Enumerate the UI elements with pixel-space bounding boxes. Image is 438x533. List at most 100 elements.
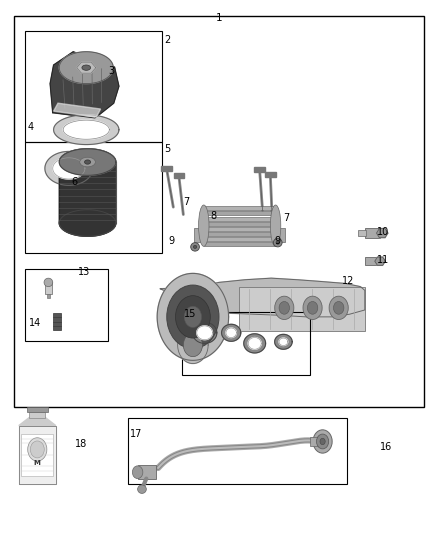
Polygon shape (204, 227, 276, 231)
Text: 10: 10 (377, 227, 389, 237)
Polygon shape (358, 230, 366, 236)
Polygon shape (204, 222, 276, 225)
Ellipse shape (198, 205, 209, 246)
Ellipse shape (191, 243, 199, 251)
Ellipse shape (317, 434, 328, 449)
Polygon shape (21, 433, 53, 476)
Ellipse shape (333, 302, 344, 314)
Polygon shape (138, 465, 156, 479)
Polygon shape (204, 212, 276, 215)
Polygon shape (59, 149, 116, 175)
Polygon shape (45, 151, 93, 185)
Text: 15: 15 (184, 309, 197, 319)
Ellipse shape (176, 296, 210, 338)
Polygon shape (47, 294, 50, 298)
Text: 4: 4 (28, 122, 34, 132)
Polygon shape (222, 324, 241, 341)
Text: 3: 3 (108, 67, 114, 76)
Polygon shape (19, 425, 56, 484)
Polygon shape (173, 173, 184, 177)
Ellipse shape (303, 296, 322, 319)
Ellipse shape (184, 333, 202, 357)
Text: 7: 7 (283, 213, 290, 223)
Ellipse shape (270, 205, 281, 246)
Polygon shape (53, 158, 85, 179)
Polygon shape (226, 328, 237, 337)
Polygon shape (192, 322, 217, 343)
Polygon shape (375, 257, 385, 265)
Text: 13: 13 (78, 267, 90, 277)
Ellipse shape (307, 302, 318, 314)
Polygon shape (178, 326, 208, 364)
Polygon shape (239, 287, 365, 331)
Text: 9: 9 (275, 236, 281, 246)
Polygon shape (53, 115, 119, 144)
Polygon shape (63, 120, 110, 139)
Ellipse shape (80, 157, 95, 167)
Text: 11: 11 (377, 255, 389, 265)
Ellipse shape (273, 238, 282, 247)
Polygon shape (59, 149, 116, 236)
Polygon shape (194, 228, 206, 242)
Polygon shape (197, 326, 212, 340)
Polygon shape (244, 334, 265, 353)
Polygon shape (160, 278, 365, 317)
Ellipse shape (193, 245, 197, 248)
Text: 5: 5 (165, 144, 171, 154)
Polygon shape (248, 337, 261, 349)
Text: 12: 12 (342, 276, 354, 286)
Ellipse shape (276, 241, 279, 244)
Polygon shape (204, 243, 276, 246)
Text: 18: 18 (74, 439, 87, 449)
Ellipse shape (28, 438, 47, 461)
Ellipse shape (82, 65, 91, 70)
Polygon shape (310, 437, 324, 446)
Ellipse shape (279, 302, 290, 314)
Polygon shape (204, 216, 276, 221)
Polygon shape (365, 257, 378, 265)
Text: 6: 6 (71, 176, 77, 187)
Polygon shape (279, 338, 288, 345)
Text: 7: 7 (184, 197, 190, 207)
Ellipse shape (329, 296, 348, 319)
Text: 17: 17 (130, 429, 142, 439)
Ellipse shape (132, 466, 143, 479)
Ellipse shape (184, 306, 201, 327)
Polygon shape (45, 282, 52, 294)
Ellipse shape (85, 160, 91, 164)
Text: 1: 1 (215, 13, 223, 23)
Text: 16: 16 (380, 442, 392, 452)
Text: M: M (34, 459, 41, 466)
Polygon shape (254, 166, 265, 172)
Polygon shape (53, 103, 101, 117)
Polygon shape (29, 413, 46, 418)
Polygon shape (204, 206, 276, 210)
Polygon shape (27, 407, 48, 413)
Text: 8: 8 (210, 211, 216, 221)
Ellipse shape (44, 278, 53, 287)
Ellipse shape (167, 285, 219, 349)
Polygon shape (157, 273, 229, 360)
Polygon shape (265, 172, 276, 177)
Text: 2: 2 (165, 35, 171, 45)
Ellipse shape (30, 441, 44, 458)
Polygon shape (19, 418, 56, 425)
Polygon shape (59, 52, 113, 84)
Text: 9: 9 (169, 236, 175, 246)
Polygon shape (273, 228, 285, 242)
Polygon shape (204, 232, 276, 236)
Text: 14: 14 (29, 318, 41, 328)
Polygon shape (204, 237, 276, 241)
Polygon shape (275, 334, 292, 349)
Polygon shape (77, 62, 96, 73)
Ellipse shape (275, 296, 294, 319)
Polygon shape (59, 210, 116, 236)
Ellipse shape (138, 485, 146, 494)
Polygon shape (53, 313, 61, 330)
Polygon shape (161, 166, 172, 171)
Ellipse shape (320, 438, 325, 445)
Ellipse shape (313, 430, 332, 453)
Polygon shape (377, 229, 388, 238)
Polygon shape (50, 52, 119, 118)
Polygon shape (365, 228, 380, 238)
